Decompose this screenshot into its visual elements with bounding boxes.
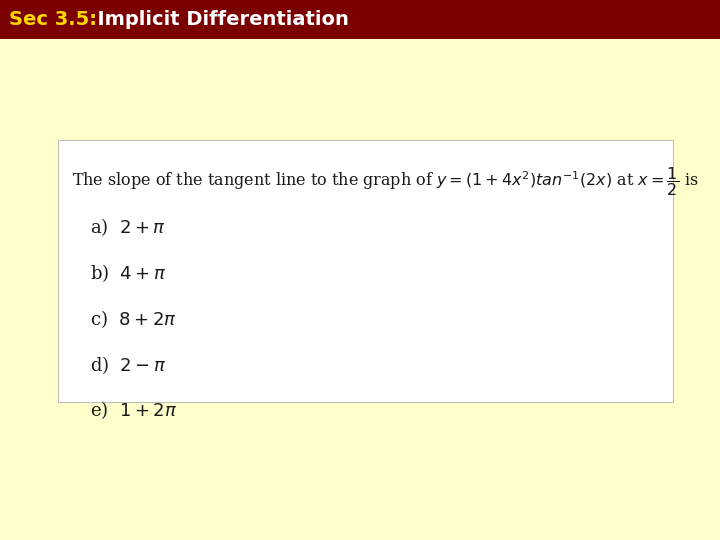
Text: d)  $2 - \pi$: d) $2 - \pi$ <box>90 354 166 375</box>
Text: b)  $4 + \pi$: b) $4 + \pi$ <box>90 262 166 284</box>
Text: The slope of the tangent line to the graph of $y = (1+4x^2)tan^{-1}(2x)$ at $x =: The slope of the tangent line to the gra… <box>72 165 698 198</box>
Bar <box>58 140 673 402</box>
Text: e)  $1 + 2\pi$: e) $1 + 2\pi$ <box>90 400 177 421</box>
Bar <box>0 0 720 39</box>
Text: c)  $8 + 2\pi$: c) $8 + 2\pi$ <box>90 308 176 329</box>
Text: Sec 3.5:: Sec 3.5: <box>9 10 96 29</box>
Text: Implicit Differentiation: Implicit Differentiation <box>84 10 349 29</box>
Text: a)  $2 + \pi$: a) $2 + \pi$ <box>90 216 166 238</box>
